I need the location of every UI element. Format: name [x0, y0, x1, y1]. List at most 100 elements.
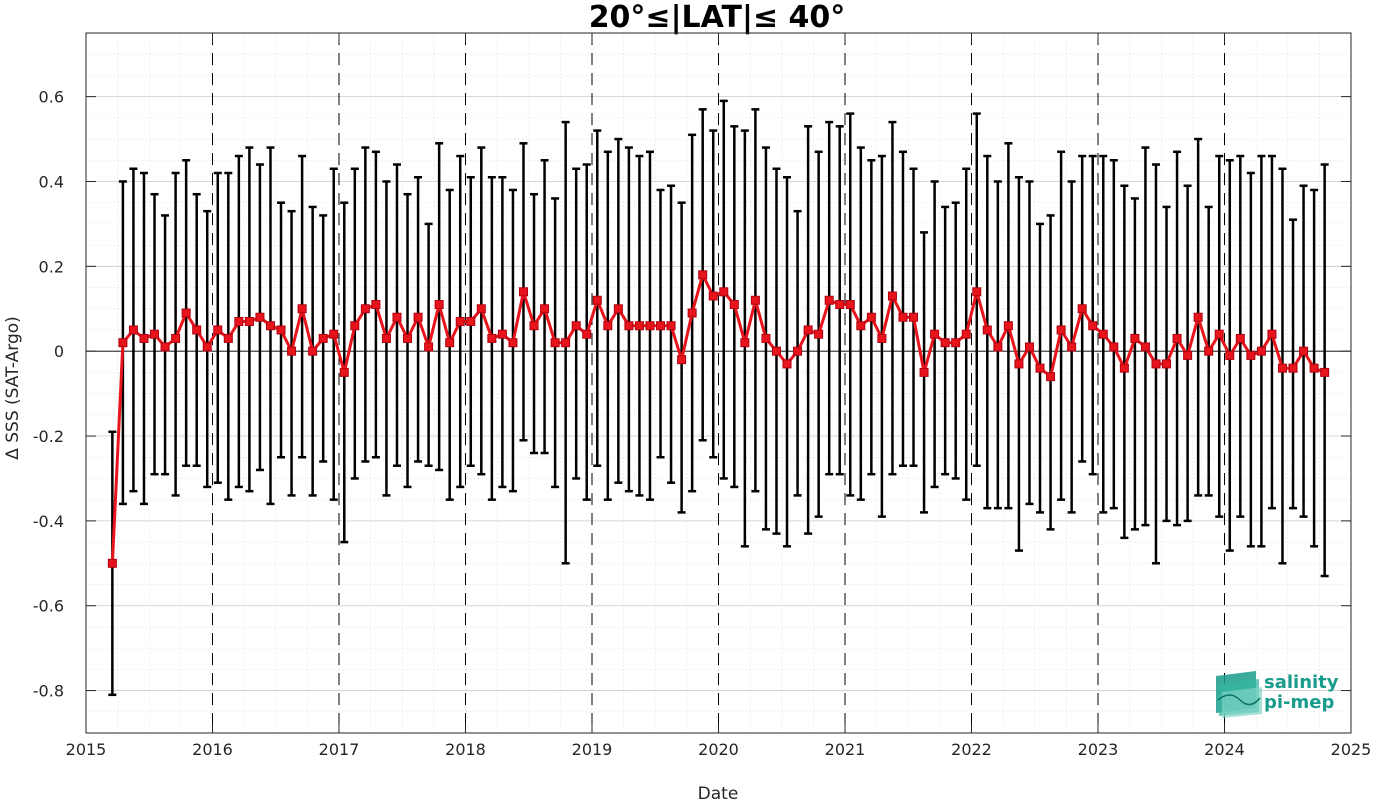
- x-tick-label: 2021: [825, 740, 866, 759]
- data-point: [972, 287, 982, 297]
- data-point: [160, 342, 170, 352]
- data-point: [1056, 325, 1066, 335]
- data-point: [982, 325, 992, 335]
- y-tick-label: 0.2: [39, 257, 64, 276]
- salinity-pi-mep-logo: salinity pi-mep: [1216, 671, 1339, 718]
- data-point: [434, 300, 444, 310]
- x-axis-label: Date: [698, 784, 739, 801]
- x-tick-label: 2015: [66, 740, 107, 759]
- data-point: [139, 333, 149, 343]
- data-point: [1172, 333, 1182, 343]
- data-point: [150, 329, 160, 339]
- error-bar: [1141, 146, 1150, 527]
- data-point: [1162, 359, 1172, 369]
- data-point: [1109, 342, 1119, 352]
- data-point: [750, 295, 760, 305]
- data-point: [666, 321, 676, 331]
- data-point: [497, 329, 507, 339]
- data-point: [708, 291, 718, 301]
- data-point: [582, 329, 592, 339]
- data-point: [656, 321, 666, 331]
- data-point: [192, 325, 202, 335]
- data-point: [814, 329, 824, 339]
- y-axis-label: Δ SSS (SAT-Argo): [3, 316, 23, 460]
- data-point: [392, 312, 402, 322]
- data-point: [550, 338, 560, 348]
- data-point: [677, 355, 687, 365]
- data-point: [1309, 363, 1319, 373]
- data-point: [571, 321, 581, 331]
- data-point: [1077, 304, 1087, 314]
- data-point: [1204, 346, 1214, 356]
- data-point: [255, 312, 265, 322]
- data-point: [1277, 363, 1287, 373]
- x-tick-label: 2017: [319, 740, 360, 759]
- error-bar: [898, 150, 907, 467]
- data-point: [1067, 342, 1077, 352]
- data-point: [761, 333, 771, 343]
- x-tick-label: 2022: [951, 740, 992, 759]
- y-tick-label: 0: [54, 342, 64, 361]
- data-point: [909, 312, 919, 322]
- grid: [85, 33, 1352, 733]
- y-tick-label: -0.8: [33, 682, 64, 701]
- data-point: [1246, 350, 1256, 360]
- data-point: [645, 321, 655, 331]
- data-point: [961, 329, 971, 339]
- wave-logo-icon: [1216, 671, 1262, 718]
- data-point: [887, 291, 897, 301]
- series-markers: [107, 270, 1330, 568]
- data-point: [856, 321, 866, 331]
- y-tick-label: -0.2: [33, 427, 64, 446]
- data-point: [107, 558, 117, 568]
- data-point: [350, 321, 360, 331]
- data-point: [276, 325, 286, 335]
- data-point: [1119, 363, 1129, 373]
- data-point: [613, 304, 623, 314]
- data-point: [297, 304, 307, 314]
- data-point: [866, 312, 876, 322]
- data-point: [213, 325, 223, 335]
- data-point: [339, 367, 349, 377]
- data-point: [1225, 350, 1235, 360]
- data-point: [1256, 346, 1266, 356]
- data-point: [698, 270, 708, 280]
- data-point: [1140, 342, 1150, 352]
- data-point: [951, 338, 961, 348]
- data-point: [540, 304, 550, 314]
- y-tick-label: -0.4: [33, 512, 64, 531]
- data-point: [508, 338, 518, 348]
- data-point: [381, 333, 391, 343]
- data-point: [128, 325, 138, 335]
- error-bar: [667, 184, 676, 484]
- data-point: [824, 295, 834, 305]
- data-point: [1299, 346, 1309, 356]
- data-point: [308, 346, 318, 356]
- data-point: [487, 333, 497, 343]
- data-point: [318, 333, 328, 343]
- data-point: [771, 346, 781, 356]
- data-point: [476, 304, 486, 314]
- y-tick-label: 0.6: [39, 88, 64, 107]
- data-point: [729, 300, 739, 310]
- data-point: [919, 367, 929, 377]
- data-point: [740, 338, 750, 348]
- data-point: [845, 300, 855, 310]
- data-point: [1214, 329, 1224, 339]
- data-point: [930, 329, 940, 339]
- data-point: [1183, 350, 1193, 360]
- data-point: [835, 300, 845, 310]
- data-point: [1003, 321, 1013, 331]
- data-point: [1288, 363, 1298, 373]
- error-bar: [1130, 197, 1139, 531]
- data-point: [424, 342, 434, 352]
- data-point: [793, 346, 803, 356]
- data-point: [1035, 363, 1045, 373]
- data-point: [1130, 333, 1140, 343]
- data-point: [181, 308, 191, 318]
- data-point: [993, 342, 1003, 352]
- data-point: [518, 287, 528, 297]
- data-point: [223, 333, 233, 343]
- axis-ticks: 2015 2016 2017 2018 2019 2020 2021 2022 2023 2024…: [33, 33, 1371, 759]
- data-point: [1024, 342, 1034, 352]
